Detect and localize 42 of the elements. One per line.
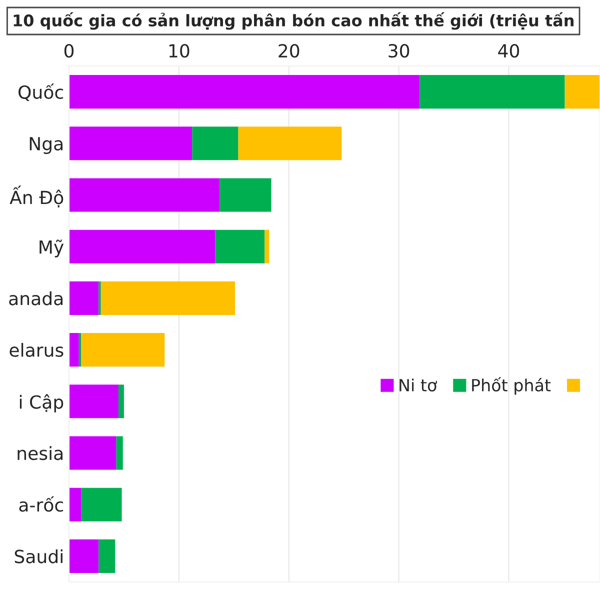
legend-label: Ni tơ <box>400 378 437 392</box>
chart-title: 10 quốc gia có sản lượng phân bón cao nhất thế giới (triệu tấn <box>14 12 574 30</box>
bar <box>420 75 565 109</box>
bar <box>69 539 99 573</box>
y-tick-label: nesia <box>18 446 62 460</box>
y-tick-label: Saudi <box>14 549 62 564</box>
bar <box>98 539 116 573</box>
bar <box>220 178 272 212</box>
x-tick-label: 40 <box>498 44 520 58</box>
bar <box>238 126 342 160</box>
bar <box>69 230 216 264</box>
bar <box>69 488 82 522</box>
x-tick-label: 20 <box>278 44 300 58</box>
y-tick-label: Ấn Độ <box>10 186 64 208</box>
y-tick-label: anada <box>9 291 62 306</box>
y-tick-label: a-rốc <box>19 496 64 512</box>
bar <box>69 75 420 109</box>
bar <box>69 436 116 470</box>
y-tick-label: Quốc <box>18 83 64 102</box>
x-tick-label: 10 <box>169 44 190 58</box>
y-tick-label: Mỹ <box>40 240 64 258</box>
bar <box>78 333 82 367</box>
bar <box>116 436 123 470</box>
bar <box>69 178 220 212</box>
legend-label: Phốt phát <box>472 377 551 395</box>
bar <box>69 281 99 315</box>
bar <box>100 281 236 315</box>
x-tick-label: 0 <box>64 44 74 58</box>
bar <box>192 126 238 160</box>
bar <box>69 384 118 418</box>
bar <box>69 126 192 160</box>
bar <box>118 384 124 418</box>
x-tick-label: 30 <box>388 44 410 58</box>
bar <box>564 75 600 109</box>
bar <box>81 488 122 522</box>
y-tick-label: elarus <box>10 342 64 357</box>
y-tick-label: Nga <box>30 137 62 154</box>
bar <box>81 333 165 367</box>
y-tick-label: i Cập <box>20 394 64 412</box>
bar <box>215 230 265 264</box>
bar <box>264 230 270 264</box>
bar <box>69 333 79 367</box>
